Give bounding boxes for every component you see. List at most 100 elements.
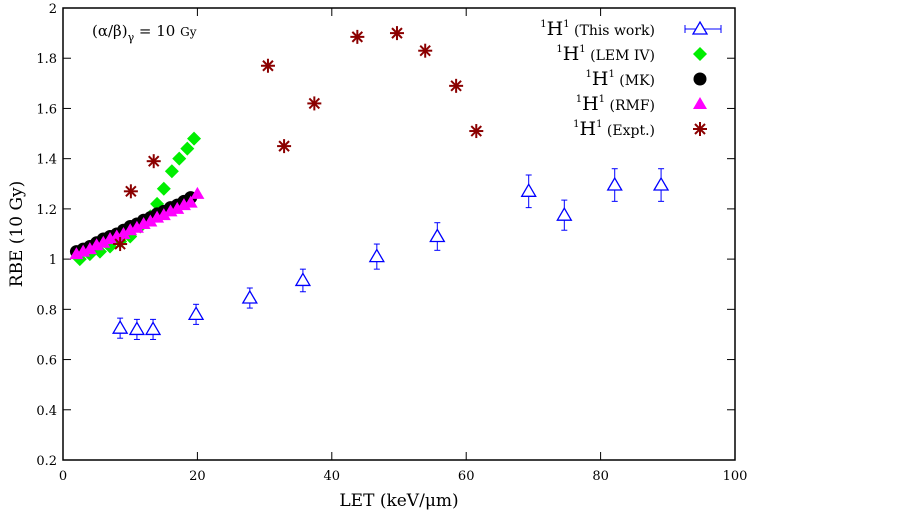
legend-marker (693, 122, 707, 136)
legend-label: 1H1 (Expt.) (573, 118, 655, 140)
y-tick-label: 2 (49, 2, 57, 17)
data-point (156, 181, 171, 196)
y-tick-label: 1.2 (36, 203, 57, 218)
x-tick-label: 60 (458, 469, 475, 484)
data-point (82, 242, 97, 255)
legend-name: (RMF) (605, 98, 655, 114)
series-4 (113, 26, 484, 252)
data-point (260, 58, 275, 73)
annotation-sub: γ (128, 31, 135, 44)
data-point (123, 184, 138, 199)
data-point (429, 228, 446, 243)
legend-sup: 1 (540, 19, 546, 30)
y-tick-label: 1.8 (36, 52, 57, 67)
data-point (183, 195, 198, 208)
plot-frame (62, 7, 736, 461)
y-axis-label: RBE (10 Gy) (7, 181, 27, 288)
y-tick-label: 0.8 (36, 303, 57, 318)
legend-base: H (547, 18, 564, 40)
legend-base: H (563, 43, 580, 65)
y-tick-label: 0.4 (36, 404, 57, 419)
data-point (170, 201, 185, 214)
legend-name: (LEM IV) (586, 48, 655, 64)
data-point (116, 227, 131, 239)
data-point (277, 139, 292, 154)
data-point (469, 124, 484, 139)
y-tick-label: 1.6 (36, 102, 57, 117)
legend-label: 1H1 (This work) (540, 18, 655, 40)
x-tick-label: 20 (189, 469, 206, 484)
legend-label: 1H1 (RMF) (576, 93, 655, 115)
data-point (111, 319, 129, 334)
legend-sup: 1 (563, 19, 569, 30)
asterisk-stroke (148, 155, 160, 167)
data-point (144, 321, 162, 336)
data-point (556, 206, 573, 221)
legend-sup: 1 (573, 119, 579, 130)
legend-sup: 1 (556, 44, 562, 55)
legend-name: (MK) (615, 73, 655, 89)
y-tick-label: 1 (49, 253, 57, 268)
legend: 1H1 (This work)1H1 (LEM IV)1H1 (MK)1H1 (… (540, 18, 722, 140)
x-tick-label: 0 (59, 469, 67, 484)
legend-marker (691, 20, 709, 35)
data-point (520, 183, 537, 197)
y-tick-label: 0.6 (36, 354, 57, 369)
asterisk-stroke (278, 140, 290, 152)
data-point (96, 235, 111, 248)
legend-sup: 1 (599, 94, 605, 105)
x-tick-label: 100 (723, 469, 748, 484)
data-point (156, 208, 171, 221)
asterisk-stroke (262, 60, 274, 72)
data-point (113, 237, 128, 252)
data-point (294, 272, 312, 287)
data-point (172, 151, 187, 166)
data-point (606, 176, 623, 191)
data-point (368, 248, 385, 263)
data-point (389, 26, 404, 41)
data-point (180, 141, 195, 156)
legend-sup: 1 (586, 69, 592, 80)
legend-base: H (580, 118, 597, 140)
asterisk-stroke (694, 123, 706, 135)
data-point (449, 78, 464, 93)
legend-name: (Expt.) (602, 123, 655, 139)
legend-sup: 1 (579, 44, 585, 55)
data-point (143, 214, 158, 227)
legend-marker (693, 97, 707, 109)
series-3 (69, 186, 205, 260)
asterisk-stroke (450, 80, 462, 92)
legend-base: H (582, 93, 599, 115)
x-tick-label: 80 (592, 469, 609, 484)
annotation-main: (α/β) (92, 22, 128, 40)
legend-marker (693, 72, 707, 86)
x-axis-label: LET (keV/μm) (339, 491, 458, 511)
legend-sup: 1 (608, 69, 614, 80)
legend-name: (This work) (570, 23, 655, 39)
y-tick-label: 0.2 (36, 454, 57, 469)
data-point (350, 29, 365, 44)
data-point (164, 164, 179, 179)
asterisk-stroke (351, 31, 364, 43)
legend-label: 1H1 (MK) (586, 68, 656, 90)
legend-sup: 1 (576, 94, 582, 105)
data-point (187, 131, 202, 146)
data-point (187, 306, 205, 321)
legend-marker (693, 47, 707, 61)
legend-label: 1H1 (LEM IV) (556, 43, 655, 65)
asterisk-stroke (419, 44, 431, 57)
data-point (128, 321, 146, 336)
y-tick-label: 1.4 (36, 153, 57, 168)
data-point (307, 96, 322, 111)
legend-base: H (592, 68, 609, 90)
series-0 (111, 168, 670, 340)
annotation-unit: Gy (180, 25, 197, 39)
asterisk-stroke (114, 238, 126, 250)
data-point (418, 43, 433, 58)
asterisk-stroke (308, 97, 321, 110)
asterisk-stroke (391, 27, 403, 39)
annotation-rest: = 10 (134, 22, 180, 40)
x-tick-label: 40 (324, 469, 341, 484)
